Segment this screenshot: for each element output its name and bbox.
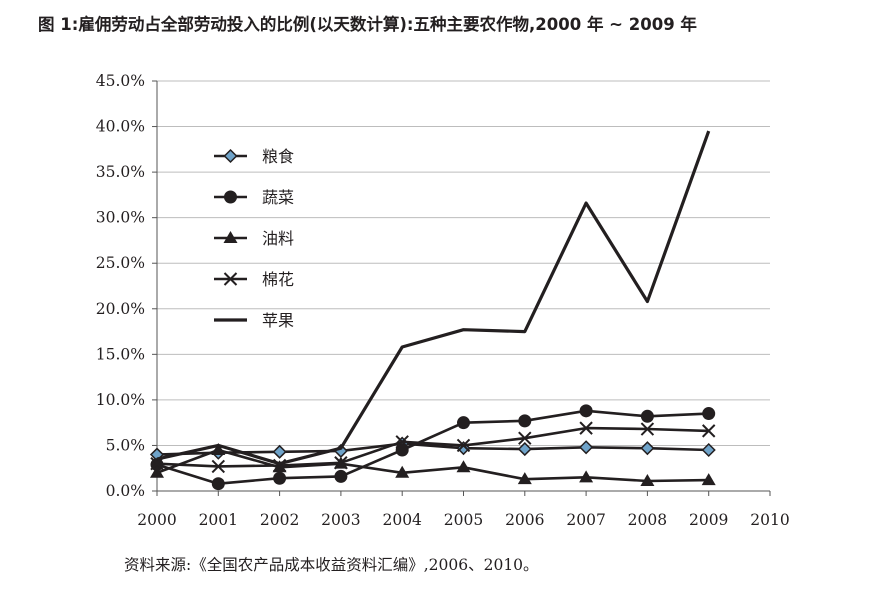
data-point-vegetables <box>211 477 225 491</box>
data-point-vegetables <box>518 414 532 428</box>
series-line-vegetables <box>156 409 709 485</box>
legend-label: 蔬菜 <box>262 188 294 207</box>
data-point-oilseeds <box>395 465 410 478</box>
x-tick-label: 2000 <box>137 511 176 529</box>
data-point-vegetables <box>640 409 654 423</box>
data-point-vegetables <box>702 407 716 421</box>
data-point-grain <box>579 440 594 455</box>
data-point-oilseeds <box>456 460 471 473</box>
series-line-oilseeds <box>156 448 709 483</box>
tick-labels: 0.0% 5.0% 10.0% 15.0% 20.0% 25.0% 30.0% 35.0% 40… <box>96 72 790 529</box>
data-point-vegetables <box>457 416 470 430</box>
x-tick-label: 2008 <box>628 511 667 529</box>
x-tick-label: 2003 <box>321 511 360 529</box>
grid-lines <box>157 80 770 446</box>
legend-marker <box>223 231 238 243</box>
data-point-vegetables <box>273 471 287 485</box>
data-point-cotton <box>334 456 348 470</box>
y-tick-label: 15.0% <box>96 345 145 363</box>
y-tick-label: 0.0% <box>106 482 145 500</box>
data-point-oilseeds <box>579 470 594 483</box>
axes <box>152 80 771 496</box>
data-point-oilseeds <box>640 473 655 486</box>
series-vegetables <box>150 404 716 491</box>
data-point-cotton <box>518 431 532 445</box>
x-tick-label: 2009 <box>689 511 728 529</box>
legend-item-apples: 苹果 <box>214 311 294 330</box>
x-tick-label: 2004 <box>382 511 422 529</box>
legend-marker <box>224 190 237 204</box>
data-point-cotton <box>395 435 409 449</box>
y-tick-label: 25.0% <box>96 254 145 272</box>
legend-label: 苹果 <box>262 311 294 330</box>
legend-item-vegetables: 蔬菜 <box>214 188 294 207</box>
data-point-vegetables <box>395 443 409 457</box>
x-tick-label: 2007 <box>566 511 605 529</box>
series-line-grain <box>156 442 709 456</box>
legend-item-grain: 粮食 <box>214 147 294 166</box>
y-tick-label: 40.0% <box>96 118 145 136</box>
x-tick-label: 2002 <box>260 511 299 529</box>
legend-item-cotton: 棉花 <box>214 270 294 289</box>
legend-label: 油料 <box>262 229 294 248</box>
y-tick-label: 20.0% <box>96 300 145 318</box>
data-point-grain <box>640 441 655 456</box>
data-point-cotton <box>579 421 593 435</box>
figure-title: 图 1:雇佣劳动占全部劳动投入的比例(以天数计算):五种主要农作物,2000 年… <box>38 15 697 34</box>
series-cotton <box>150 421 716 474</box>
data-point-vegetables <box>579 404 593 418</box>
data-point-cotton <box>640 422 655 436</box>
x-tick-label: 2010 <box>750 511 789 529</box>
legend-item-oilseeds: 油料 <box>214 229 294 248</box>
data-point-grain <box>272 444 287 459</box>
series-line-cotton <box>156 426 709 468</box>
data-point-cotton <box>211 459 226 474</box>
legend-label: 粮食 <box>262 147 294 166</box>
data-point-oilseeds <box>517 472 532 485</box>
y-tick-label: 30.0% <box>96 209 145 227</box>
data-point-oilseeds <box>211 443 226 455</box>
series-apples <box>156 130 711 466</box>
data-point-oilseeds <box>701 473 716 486</box>
data-point-oilseeds <box>150 465 164 478</box>
series-lines <box>149 130 716 491</box>
y-tick-label: 5.0% <box>106 436 145 454</box>
data-point-cotton <box>701 424 716 438</box>
data-point-grain <box>701 442 716 458</box>
y-tick-label: 35.0% <box>96 163 145 181</box>
x-tick-label: 2005 <box>444 511 483 529</box>
legend-label: 棉花 <box>262 270 294 289</box>
x-tick-label: 2006 <box>505 511 544 529</box>
data-point-vegetables <box>334 469 348 483</box>
y-tick-label: 10.0% <box>96 391 145 409</box>
series-line-apples <box>156 130 711 466</box>
legend-marker <box>223 272 238 286</box>
source-note: 资料来源:《全国农产品成本收益资料汇编》,2006、2010。 <box>124 556 539 574</box>
data-point-grain <box>517 442 532 457</box>
legend-marker <box>223 148 238 164</box>
y-tick-label: 45.0% <box>96 72 145 90</box>
data-point-cotton <box>456 438 471 453</box>
x-tick-label: 2001 <box>199 511 238 529</box>
